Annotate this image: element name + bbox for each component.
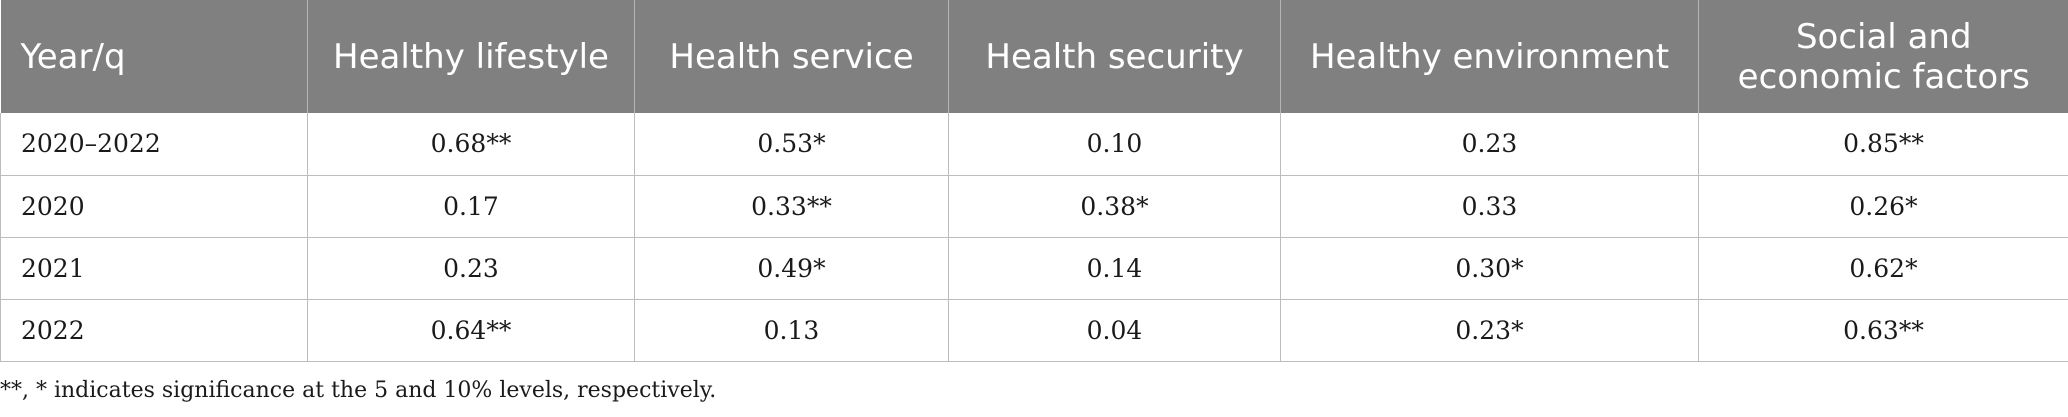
header-year: Year/q	[0, 0, 308, 113]
table-cell: 0.49*	[634, 237, 949, 300]
header-healthy-lifestyle: Healthy lifestyle	[307, 0, 635, 113]
table-cell: 0.10	[948, 113, 1281, 176]
table-cell: 0.62*	[1698, 237, 2068, 300]
table-cell: 0.23*	[1280, 299, 1699, 362]
table-cell: 0.38*	[948, 175, 1281, 238]
table-cell: 0.63**	[1698, 299, 2068, 362]
table-cell: 0.13	[634, 299, 949, 362]
row-label: 2020–2022	[0, 113, 308, 176]
header-healthy-environment: Healthy environment	[1280, 0, 1699, 113]
header-health-service: Health service	[634, 0, 949, 113]
table-cell: 0.23	[307, 237, 635, 300]
table-row: 2020 0.17 0.33** 0.38* 0.33 0.26*	[0, 175, 2068, 238]
table-cell: 0.17	[307, 175, 635, 238]
table-row: 2021 0.23 0.49* 0.14 0.30* 0.62*	[0, 237, 2068, 300]
table-row: 2020–2022 0.68** 0.53* 0.10 0.23 0.85**	[0, 113, 2068, 176]
table-cell: 0.68**	[307, 113, 635, 176]
table-cell: 0.14	[948, 237, 1281, 300]
table-cell: 0.23	[1280, 113, 1699, 176]
header-social-economic: Social and economic factors	[1698, 0, 2068, 113]
table-body: 2020–2022 0.68** 0.53* 0.10 0.23 0.85** …	[0, 113, 2068, 362]
table-footnote: **, * indicates significance at the 5 an…	[0, 378, 717, 403]
table-cell: 0.85**	[1698, 113, 2068, 176]
row-label: 2020	[0, 175, 308, 238]
table-header: Year/q Healthy lifestyle Health service …	[0, 0, 2068, 113]
table-cell: 0.26*	[1698, 175, 2068, 238]
header-health-security: Health security	[948, 0, 1281, 113]
row-label: 2021	[0, 237, 308, 300]
table-cell: 0.30*	[1280, 237, 1699, 300]
table-cell: 0.53*	[634, 113, 949, 176]
table-cell: 0.33**	[634, 175, 949, 238]
header-row: Year/q Healthy lifestyle Health service …	[0, 0, 2068, 113]
row-label: 2022	[0, 299, 308, 362]
table-cell: 0.64**	[307, 299, 635, 362]
results-table: Year/q Healthy lifestyle Health service …	[0, 0, 2068, 362]
table-cell: 0.04	[948, 299, 1281, 362]
table-row: 2022 0.64** 0.13 0.04 0.23* 0.63**	[0, 299, 2068, 362]
table-cell: 0.33	[1280, 175, 1699, 238]
results-table-container: Year/q Healthy lifestyle Health service …	[0, 0, 2068, 362]
